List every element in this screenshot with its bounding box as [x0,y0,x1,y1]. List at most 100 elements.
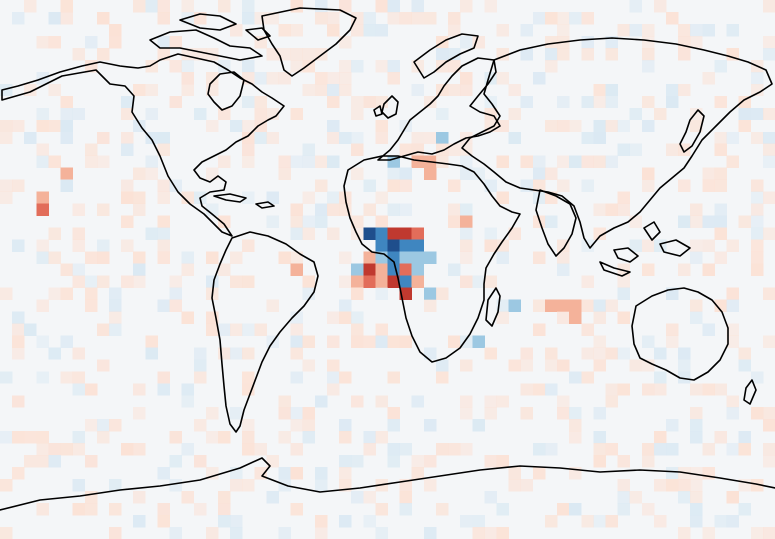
anomaly-cell [314,71,328,85]
anomaly-cell [593,359,606,372]
anomaly-cell [230,323,243,336]
anomaly-cell [375,275,388,288]
anomaly-cell [339,455,352,468]
anomaly-cell [557,263,570,276]
anomaly-cell [375,215,388,228]
anomaly-cell [448,215,461,228]
anomaly-cell [387,0,401,13]
anomaly-cell [60,95,74,109]
anomaly-cell [242,0,255,13]
anomaly-cell [750,107,764,121]
anomaly-cell [653,371,667,384]
anomaly-cell [653,431,667,444]
anomaly-cell [423,419,437,432]
anomaly-cell [193,455,207,468]
anomaly-cell [629,23,643,37]
anomaly-cell [581,323,594,336]
anomaly-cell [508,131,522,145]
anomaly-cell [254,11,267,25]
anomaly-cell [242,95,255,109]
anomaly-cell [714,131,727,145]
anomaly-cell [653,443,667,456]
anomaly-cell [702,263,715,276]
anomaly-cell [593,347,606,360]
anomaly-cell [302,191,316,205]
coastline-southeast-asia-islands [599,221,691,277]
anomaly-cell [532,383,546,396]
anomaly-cell [666,443,679,456]
anomaly-cell [121,107,134,121]
coastline-south-america [211,231,319,433]
anomaly-cell [290,467,304,480]
anomaly-cell [169,455,183,468]
anomaly-cell [641,35,655,49]
anomaly-cell [157,215,170,228]
anomaly-cell [569,119,582,133]
anomaly-cell [496,119,509,133]
anomaly-cell [557,47,570,61]
anomaly-cell [641,119,655,133]
anomaly-cell [242,131,255,145]
anomaly-cell [145,107,158,121]
anomaly-cell [605,119,618,133]
anomaly-cell [145,155,158,169]
anomaly-cell [230,527,243,539]
anomaly-cell [290,335,304,348]
anomaly-cell [508,299,522,312]
anomaly-cell [266,215,279,228]
anomaly-cell [12,179,25,193]
anomaly-cell [726,131,740,145]
anomaly-cell [508,83,522,97]
anomaly-cell [108,323,122,336]
coastline-north-america [1,53,285,237]
anomaly-cell [666,323,679,336]
anomaly-cell [12,239,25,252]
anomaly-cell [205,527,219,539]
anomaly-cell [108,35,122,49]
anomaly-cell [605,443,618,456]
anomaly-cell [593,119,606,133]
anomaly-cell [0,83,13,97]
anomaly-cell [593,407,606,420]
anomaly-cell [387,251,401,264]
anomaly-cell [762,455,775,468]
anomaly-cell [472,419,485,432]
anomaly-cell [193,359,207,372]
anomaly-cell [242,155,255,169]
anomaly-cell [60,371,74,384]
anomaly-cell [726,335,740,348]
anomaly-cell [254,71,267,85]
anomaly-cell [290,107,304,121]
anomaly-cell [375,59,388,73]
anomaly-cell [448,203,461,216]
anomaly-cell [0,131,13,145]
anomaly-cell [302,431,316,444]
anomaly-cell [36,503,49,516]
anomaly-cell [36,443,49,456]
anomaly-cell [242,347,255,360]
anomaly-cell [363,335,376,348]
anomaly-cell [133,407,146,420]
coastline-japan [679,109,705,153]
anomaly-cell [0,527,13,539]
anomaly-cell [60,443,74,456]
anomaly-cell [569,419,582,432]
anomaly-cell [653,107,667,121]
anomaly-cell [84,275,98,288]
anomaly-cell [569,11,582,25]
anomaly-cell [641,455,655,468]
anomaly-cell [520,23,534,37]
anomaly-cell [351,275,364,288]
anomaly-cell [181,251,195,264]
anomaly-cell [339,515,352,528]
coastline-india [535,189,577,257]
anomaly-cell [460,35,473,49]
anomaly-cell [617,275,631,288]
anomaly-cell [181,59,195,73]
anomaly-cell [411,467,425,480]
anomaly-cell [326,131,340,145]
coastline-british-isles [373,95,399,119]
anomaly-cell [351,491,364,504]
anomaly-cell [666,143,679,157]
anomaly-cell [121,191,134,205]
